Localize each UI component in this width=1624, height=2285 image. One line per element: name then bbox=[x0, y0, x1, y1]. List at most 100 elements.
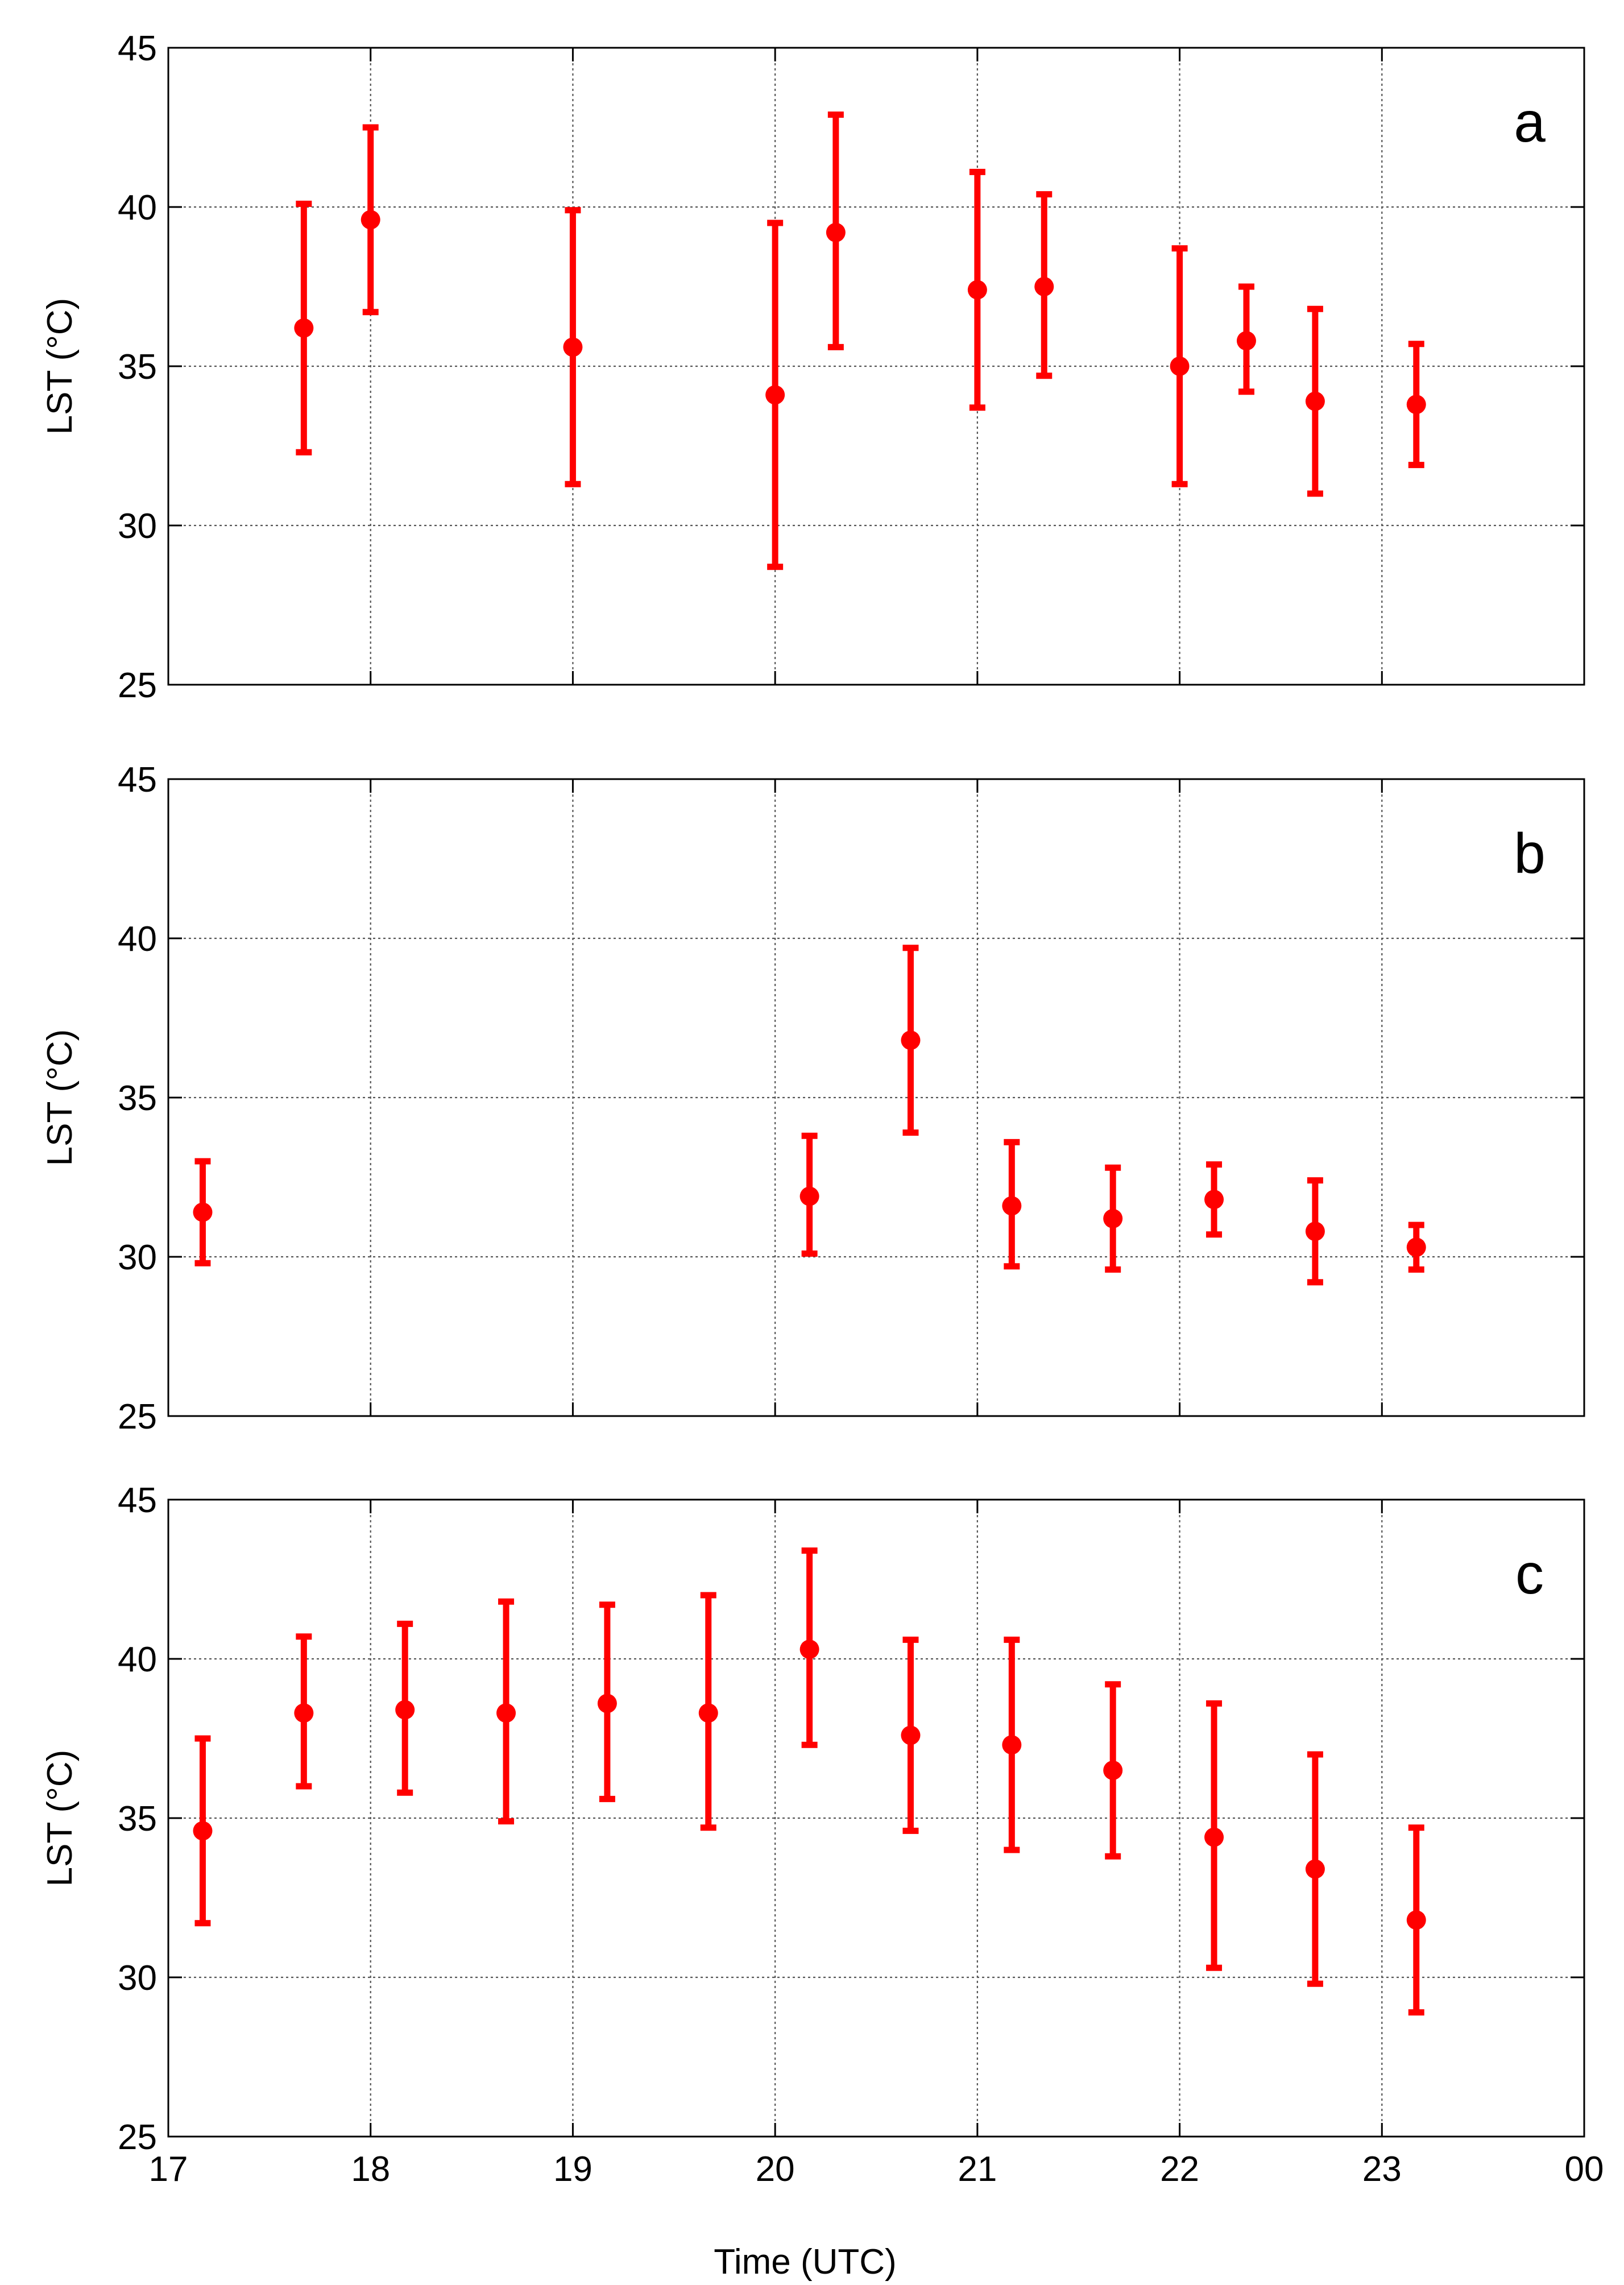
panel-letter: a bbox=[1514, 90, 1546, 154]
x-tick-label: 22 bbox=[1160, 2150, 1199, 2189]
panel-a: 25 30 35 40 45 LST (°C) a bbox=[40, 29, 1585, 705]
data-point bbox=[967, 168, 987, 411]
data-point bbox=[193, 1158, 213, 1266]
panel-b: 25 30 35 40 45 LST (°C) b bbox=[40, 760, 1585, 1437]
y-axis-title: LST (°C) bbox=[40, 298, 80, 435]
data-point bbox=[1002, 1636, 1022, 1853]
panel-letter: c bbox=[1515, 1542, 1544, 1606]
data-marker bbox=[1305, 1222, 1325, 1241]
data-point bbox=[193, 1735, 213, 1927]
data-point bbox=[1002, 1139, 1022, 1270]
y-tick-label: 25 bbox=[118, 1397, 157, 1437]
data-point bbox=[1103, 1681, 1123, 1860]
data-marker bbox=[799, 1640, 819, 1659]
x-tick-label: 00 bbox=[1565, 2150, 1604, 2189]
y-tick-label: 40 bbox=[118, 188, 157, 227]
y-tick-label: 30 bbox=[118, 1238, 157, 1277]
data-marker bbox=[1305, 1859, 1325, 1879]
data-point bbox=[901, 1636, 921, 1834]
y-tick-label: 25 bbox=[118, 666, 157, 705]
data-marker bbox=[294, 318, 314, 338]
y-tick-label: 35 bbox=[118, 1079, 157, 1118]
y-axis-title: LST (°C) bbox=[40, 1750, 80, 1887]
x-tick-label: 20 bbox=[756, 2150, 795, 2189]
data-point bbox=[1204, 1161, 1224, 1238]
data-marker bbox=[361, 210, 380, 230]
x-axis-title: Time (UTC) bbox=[714, 2242, 896, 2282]
data-point bbox=[597, 1601, 617, 1802]
data-point bbox=[765, 220, 785, 570]
data-point bbox=[294, 200, 314, 456]
data-marker bbox=[1406, 1237, 1426, 1257]
data-marker bbox=[1406, 1910, 1426, 1930]
data-point bbox=[1305, 1177, 1325, 1286]
data-marker bbox=[1002, 1196, 1022, 1216]
data-marker bbox=[563, 337, 583, 357]
y-tick-label: 40 bbox=[118, 1640, 157, 1679]
data-point bbox=[1406, 341, 1426, 469]
data-point bbox=[1034, 191, 1054, 379]
data-point bbox=[799, 1132, 819, 1257]
data-marker bbox=[193, 1821, 213, 1841]
data-marker bbox=[1305, 391, 1325, 411]
data-point bbox=[1406, 1222, 1426, 1273]
data-point bbox=[395, 1620, 415, 1796]
data-marker bbox=[698, 1703, 718, 1723]
y-tick-label: 45 bbox=[118, 760, 157, 800]
y-tick-label: 25 bbox=[118, 2118, 157, 2157]
plot-border bbox=[167, 47, 1585, 686]
data-point bbox=[826, 111, 846, 350]
data-point bbox=[1103, 1164, 1123, 1273]
data-marker bbox=[1204, 1190, 1224, 1210]
data-point bbox=[1406, 1824, 1426, 2016]
y-tick-label: 30 bbox=[118, 507, 157, 546]
data-marker bbox=[1236, 331, 1256, 351]
data-marker bbox=[826, 222, 846, 242]
data-marker bbox=[1204, 1827, 1224, 1847]
data-marker bbox=[1002, 1735, 1022, 1755]
y-tick-label: 45 bbox=[118, 1481, 157, 1520]
data-marker bbox=[901, 1030, 921, 1050]
y-axis-title: LST (°C) bbox=[40, 1029, 80, 1166]
x-tick-label: 18 bbox=[351, 2150, 390, 2189]
data-marker bbox=[1103, 1761, 1123, 1780]
data-marker bbox=[1170, 357, 1190, 376]
data-point bbox=[1305, 305, 1325, 497]
data-point bbox=[1236, 283, 1256, 395]
data-marker bbox=[901, 1725, 921, 1745]
data-marker bbox=[799, 1186, 819, 1206]
data-point bbox=[1305, 1751, 1325, 1987]
y-tick-label: 40 bbox=[118, 920, 157, 959]
data-marker bbox=[294, 1703, 314, 1723]
y-tick-label: 45 bbox=[118, 29, 157, 68]
y-tick-label: 35 bbox=[118, 1799, 157, 1839]
data-marker bbox=[765, 385, 785, 405]
data-marker bbox=[496, 1703, 516, 1723]
data-point bbox=[361, 124, 380, 316]
data-marker bbox=[395, 1700, 415, 1720]
data-point bbox=[799, 1547, 819, 1748]
y-tick-label: 35 bbox=[118, 347, 157, 387]
data-point bbox=[698, 1592, 718, 1831]
data-point bbox=[901, 945, 921, 1136]
x-tick-label: 17 bbox=[149, 2150, 188, 2189]
data-marker bbox=[967, 280, 987, 300]
data-marker bbox=[1034, 277, 1054, 296]
plot-border bbox=[167, 1499, 1585, 2138]
data-marker bbox=[1406, 395, 1426, 415]
x-tick-label: 19 bbox=[553, 2150, 593, 2189]
y-tick-label: 30 bbox=[118, 1959, 157, 1998]
panel-letter: b bbox=[1514, 822, 1546, 885]
data-marker bbox=[193, 1202, 213, 1222]
data-point bbox=[294, 1633, 314, 1790]
data-marker bbox=[597, 1694, 617, 1713]
data-point bbox=[1204, 1700, 1224, 1971]
data-point bbox=[496, 1598, 516, 1825]
data-marker bbox=[1103, 1208, 1123, 1228]
x-tick-label: 23 bbox=[1362, 2150, 1402, 2189]
x-tick-label: 21 bbox=[958, 2150, 997, 2189]
plot-border bbox=[167, 778, 1585, 1417]
data-point bbox=[563, 207, 583, 487]
